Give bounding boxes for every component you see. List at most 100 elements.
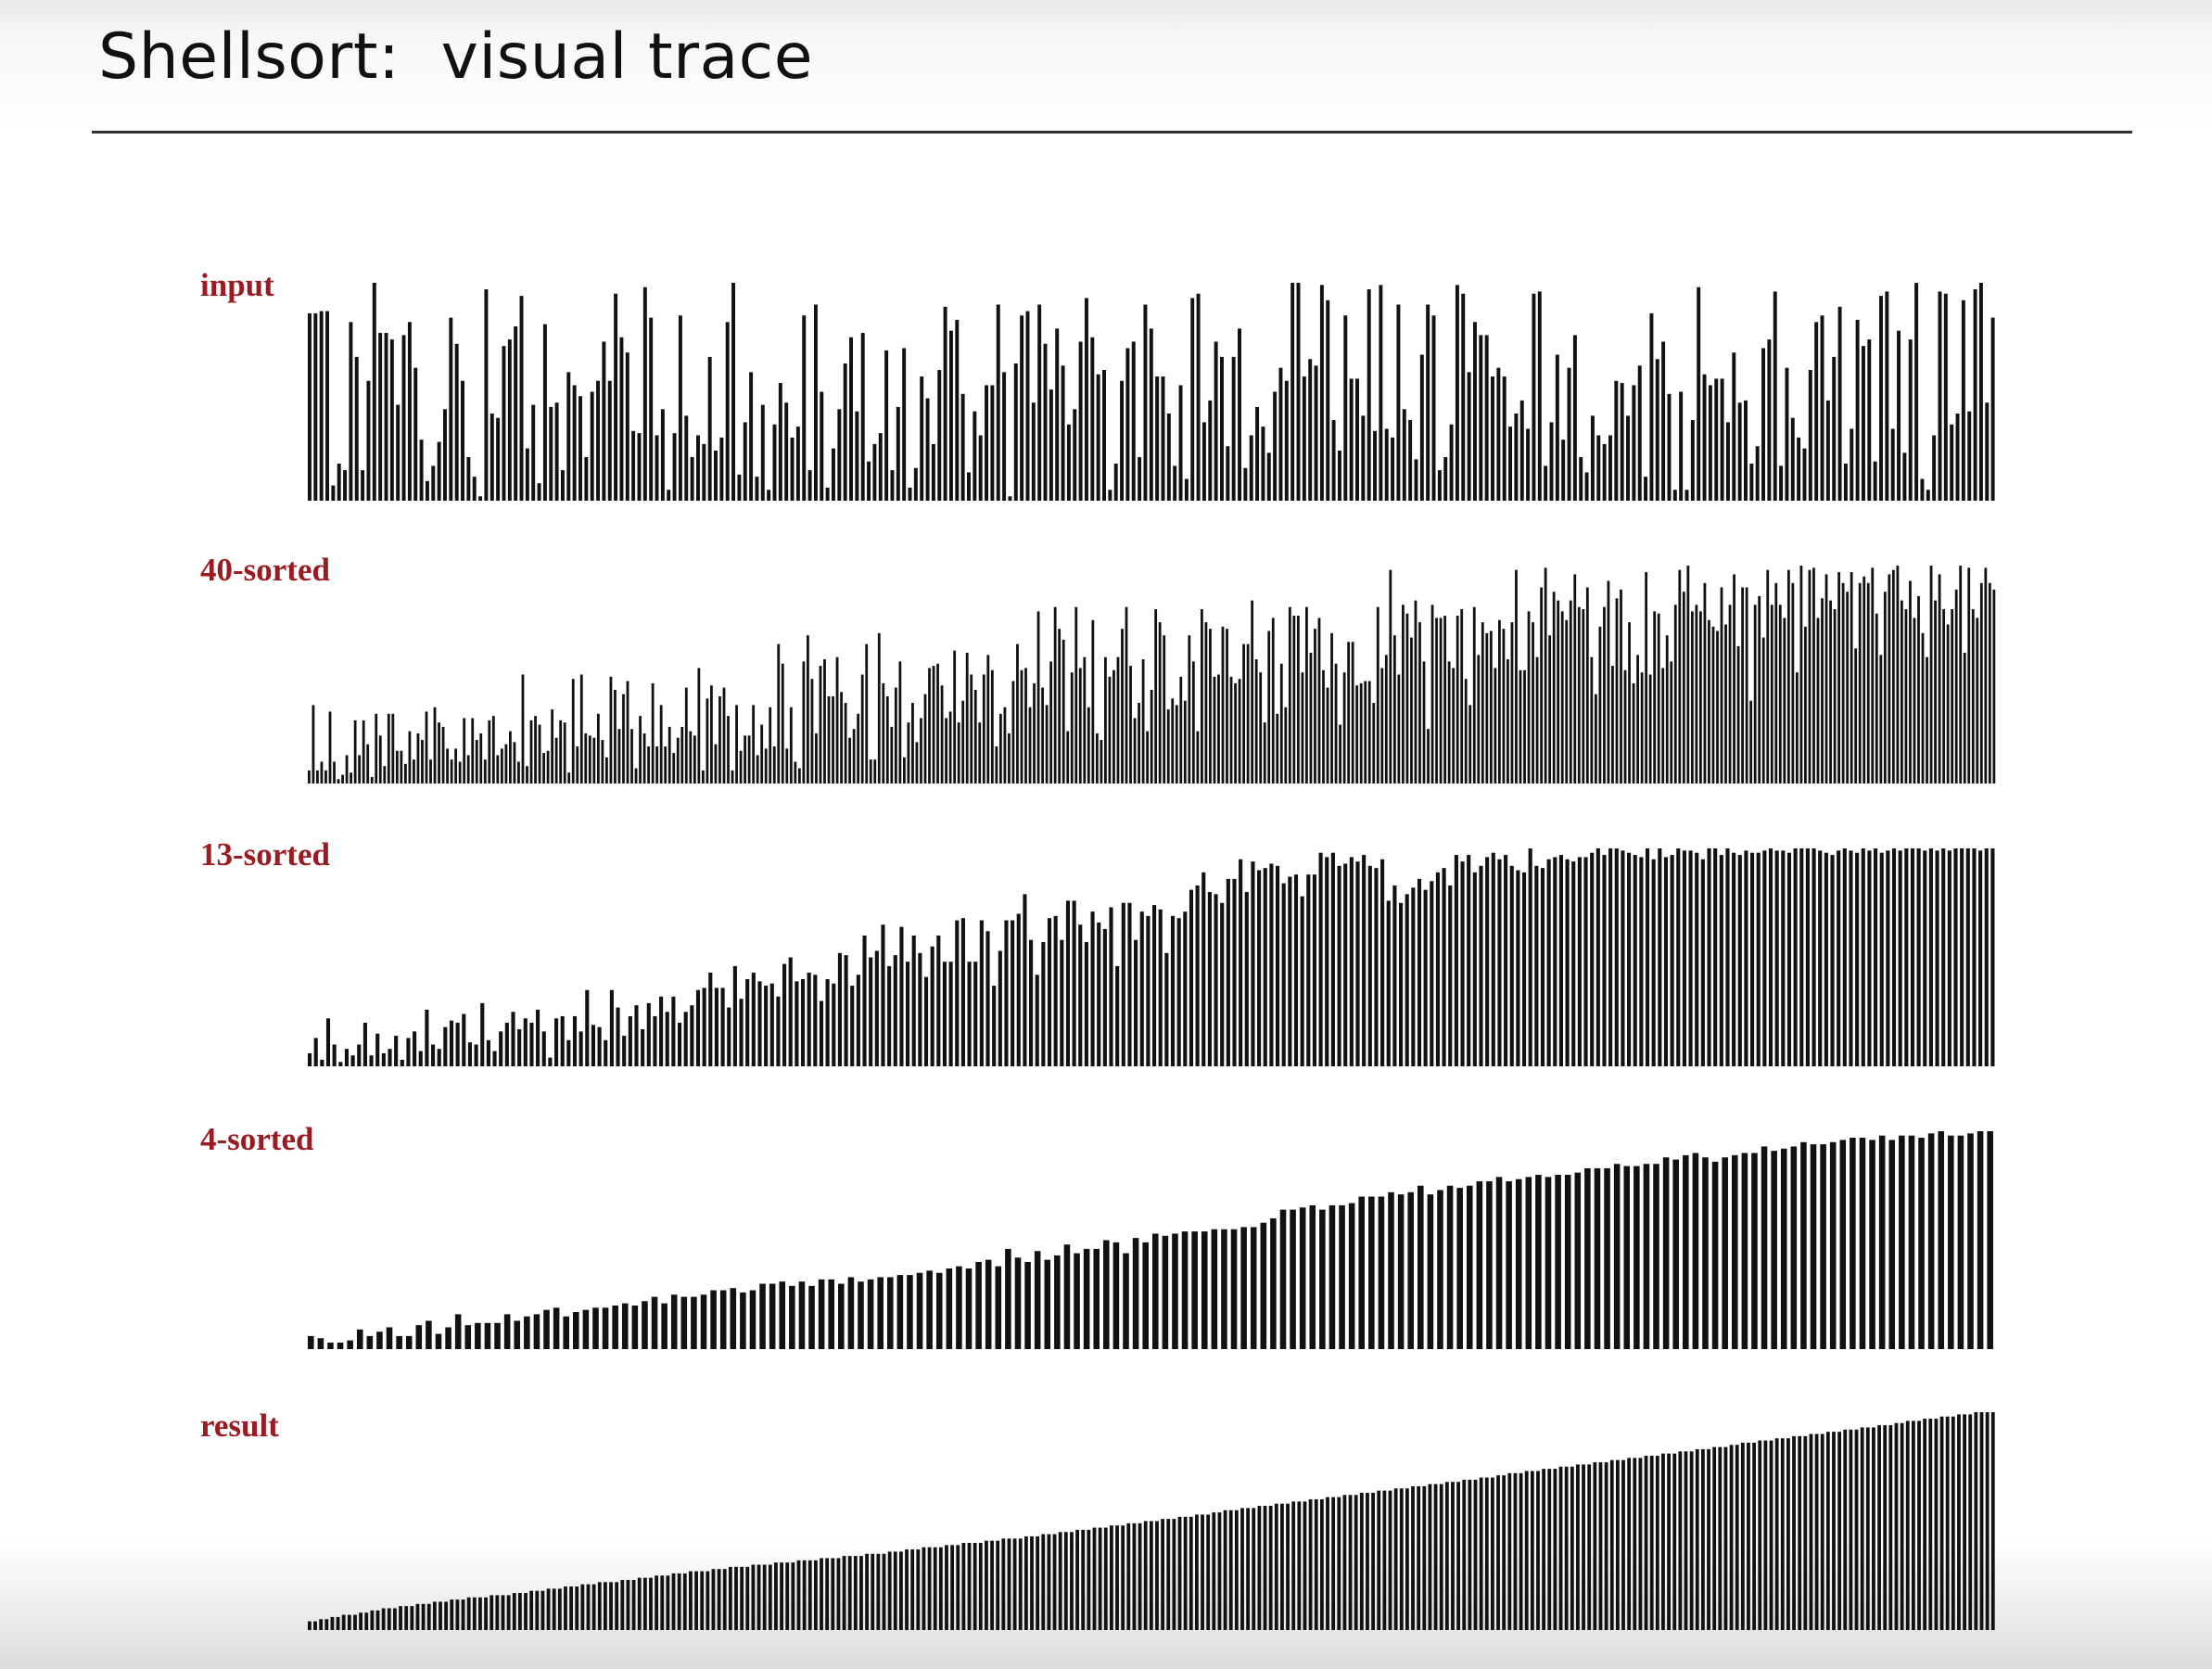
bar [865, 1554, 869, 1630]
bar [1208, 401, 1212, 501]
bar [1071, 672, 1074, 784]
bar [1786, 1438, 1790, 1630]
bar [1152, 905, 1156, 1066]
bar [1920, 479, 1924, 502]
bar [1455, 855, 1458, 1066]
bar [726, 322, 730, 501]
bar [1163, 635, 1165, 784]
bar [802, 661, 805, 784]
bar [1791, 1146, 1798, 1349]
bar [1809, 570, 1812, 784]
bar [740, 1293, 746, 1349]
bar [1842, 583, 1845, 784]
bar [1571, 861, 1575, 1066]
bar [1633, 683, 1635, 784]
bar [1032, 402, 1036, 501]
bar [1097, 923, 1100, 1066]
bar [1294, 874, 1298, 1066]
bar [1036, 975, 1039, 1066]
bar [1879, 296, 1883, 501]
bar [1599, 1462, 1603, 1630]
bar [626, 352, 629, 501]
bar [997, 305, 1000, 502]
bar [843, 1556, 846, 1630]
bar [1979, 283, 1983, 501]
bar [388, 1609, 391, 1631]
bar [998, 950, 1002, 1066]
bar [1735, 1445, 1739, 1630]
bar [1303, 1501, 1307, 1630]
bar [431, 465, 435, 501]
bar [1415, 459, 1418, 501]
bar [342, 1615, 346, 1630]
bar [761, 405, 765, 501]
bar [1932, 436, 1936, 502]
bar [630, 729, 633, 784]
bar [1531, 1471, 1534, 1630]
bar [1838, 307, 1842, 501]
bar [1650, 1456, 1654, 1630]
bar [1192, 661, 1195, 784]
bar [1799, 848, 1803, 1066]
bar [1054, 607, 1057, 784]
bar [331, 486, 335, 501]
bar [1987, 1131, 1993, 1349]
bar [815, 733, 818, 784]
bar [1347, 642, 1350, 784]
bar [990, 385, 994, 501]
bar [409, 732, 412, 784]
bar [1349, 1495, 1353, 1630]
bar [1895, 1423, 1899, 1630]
bar [1152, 1233, 1159, 1349]
bar [1491, 1478, 1494, 1631]
bar [797, 1561, 801, 1630]
bar [1673, 490, 1677, 501]
bar [655, 436, 659, 502]
bar [443, 409, 447, 501]
bar [1862, 346, 1865, 501]
bar [462, 1014, 465, 1066]
bar [1582, 1464, 1585, 1630]
bar [979, 436, 983, 502]
bar [308, 313, 311, 501]
bar [1699, 611, 1702, 784]
bar [1804, 627, 1807, 784]
bar [553, 1588, 556, 1630]
bar [832, 696, 834, 784]
bar [723, 688, 726, 784]
bar [1691, 611, 1694, 784]
bar [1783, 618, 1786, 784]
bar [1134, 719, 1137, 784]
bar [1343, 315, 1347, 501]
bar [1201, 873, 1205, 1066]
bar [811, 679, 814, 784]
bar [632, 1306, 639, 1349]
bar [1880, 853, 1884, 1066]
bar [1205, 622, 1208, 784]
bar [956, 1545, 960, 1630]
bar [1679, 392, 1683, 502]
bar [1565, 1175, 1571, 1349]
bar [1477, 655, 1480, 784]
bar [1821, 315, 1824, 501]
bar [1516, 871, 1519, 1067]
bar [1596, 436, 1600, 502]
bar [1036, 1536, 1039, 1630]
bar [488, 720, 490, 784]
bar [1318, 618, 1321, 784]
bar [1888, 1425, 1892, 1630]
bar [1276, 866, 1279, 1066]
bar [1382, 1491, 1386, 1630]
bar [1481, 622, 1484, 784]
bar [539, 725, 541, 784]
bar [1004, 921, 1008, 1066]
bar [573, 1016, 577, 1066]
bar [1826, 1432, 1830, 1630]
bar [1432, 315, 1436, 501]
bar [585, 990, 589, 1066]
bar [1678, 570, 1681, 784]
bar [1479, 866, 1482, 1066]
bar [1220, 357, 1224, 501]
bar [1456, 285, 1459, 501]
bar [357, 1330, 363, 1349]
